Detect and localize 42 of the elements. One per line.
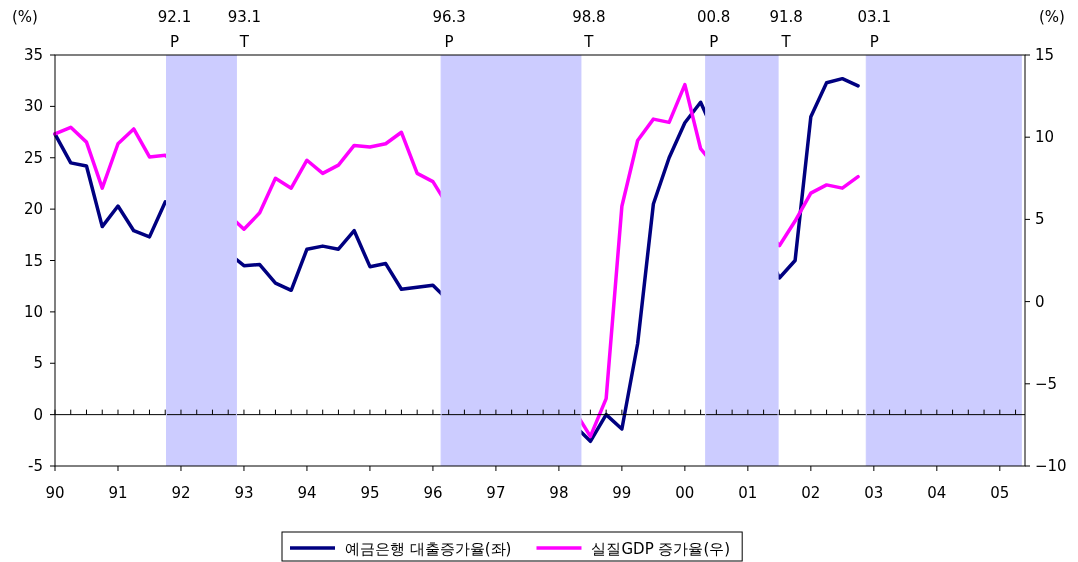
x-tick-label: 98 (549, 484, 569, 502)
y-tick-label: 10 (23, 302, 43, 321)
x-tick-label: 92 (171, 484, 191, 502)
x-tick-label: 04 (927, 484, 947, 502)
y-tick-label: 20 (23, 200, 43, 219)
legend-label: 실질GDP 증가율(우) (591, 540, 731, 558)
ref-line-label: 92.1 P (157, 8, 192, 51)
legend-label: 예금은행 대출증가율(좌) (345, 540, 512, 558)
y-axis-title: (%) (12, 8, 38, 26)
x-tick-label: 97 (486, 484, 506, 502)
y-tick-label: -5 (28, 457, 43, 475)
x-tick-label: 91 (108, 484, 128, 502)
ref-line-label: 00.8 P (696, 8, 731, 51)
y2-tick-label: −5 (1035, 374, 1058, 393)
x-tick-label: 95 (360, 484, 380, 502)
y2-tick-label: 0 (1035, 292, 1045, 311)
y-tick-label: 5 (33, 354, 43, 373)
x-tick-label: 90 (45, 484, 65, 502)
x-tick-label: 94 (297, 484, 317, 502)
x-tick-label: 01 (738, 484, 758, 502)
x-tick-label: 02 (801, 484, 821, 502)
ref-line-label: 91.8 T (769, 8, 803, 51)
y-tick-label: 25 (23, 148, 43, 167)
y-tick-label: 30 (23, 97, 43, 116)
y2-tick-label: 5 (1035, 210, 1045, 229)
ref-line-label: 98.8 T (572, 8, 606, 51)
x-tick-label: 99 (612, 484, 632, 502)
ref-line-label: 93.1 T (227, 8, 262, 51)
y2-tick-label: 10 (1035, 128, 1055, 147)
ref-line-label: 96.3 P (432, 8, 466, 51)
x-tick-label: 93 (234, 484, 254, 502)
x-tick-label: 00 (675, 484, 695, 502)
x-tick-label: 96 (423, 484, 443, 502)
ref-line-label: 03.1 P (857, 8, 891, 51)
y2-tick-label: −10 (1035, 457, 1067, 475)
y-tick-label: 35 (23, 46, 43, 64)
x-tick-label: 03 (864, 484, 884, 502)
y-tick-label: 15 (23, 251, 43, 270)
y-tick-label: 0 (33, 405, 43, 424)
y2-axis-title: (%) (1039, 8, 1065, 26)
x-tick-label: 05 (990, 484, 1010, 502)
y2-tick-label: 15 (1035, 46, 1055, 64)
